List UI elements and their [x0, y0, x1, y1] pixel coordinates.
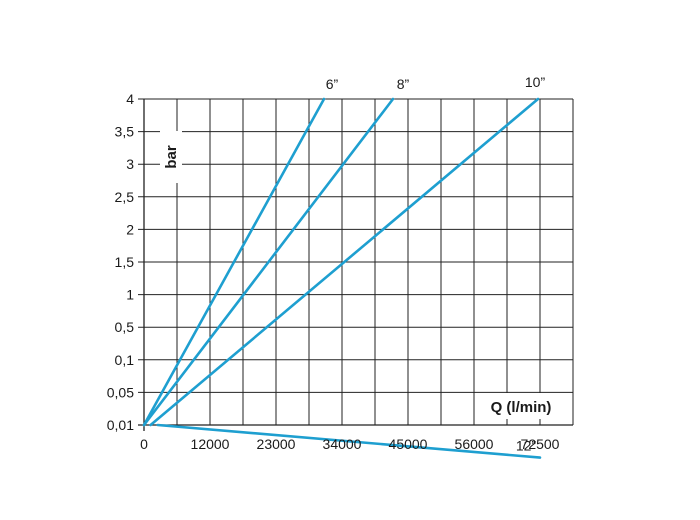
x-tick-label: 56000: [455, 436, 494, 452]
series-line: [142, 97, 326, 427]
y-tick-label: 0,5: [115, 319, 135, 335]
y-axis-title-background: [160, 131, 182, 183]
series-label: 12”: [516, 438, 537, 454]
y-tick-label: 3,5: [115, 124, 135, 140]
series-line: [149, 97, 540, 427]
x-axis-ticks: 0 12000 23000 34000 45000 56000 72500: [140, 436, 560, 452]
y-tick-label: 0,01: [107, 417, 134, 433]
x-tick-label: 45000: [389, 436, 428, 452]
series-labels: 6” 8” 10” 12”: [326, 74, 546, 454]
x-tick-label: 23000: [257, 436, 296, 452]
x-tick-label: 12000: [191, 436, 230, 452]
series-line: [156, 423, 542, 459]
y-tick-label: 1,5: [115, 254, 135, 270]
y-tick-label: 4: [126, 91, 134, 107]
y-tick-label: 0,1: [115, 352, 135, 368]
series-lines: [142, 97, 542, 459]
x-tick-label: 34000: [323, 436, 362, 452]
x-axis-title-background: [482, 393, 560, 419]
series-label: 10”: [525, 74, 546, 90]
y-tick-label: 0,05: [107, 384, 134, 400]
series-label: 6”: [326, 76, 339, 92]
y-axis-ticks: 0,01 0,05 0,1 0,5 1 1,5 2 2,5 3 3,5 4: [107, 91, 134, 433]
x-axis-title: Q (l/min): [491, 399, 552, 416]
y-tick-label: 3: [126, 156, 134, 172]
series-label: 8”: [397, 76, 410, 92]
x-tick-label: 72500: [521, 436, 560, 452]
y-tick-label: 2,5: [115, 189, 135, 205]
series-line: [142, 97, 395, 427]
x-tick-label: 0: [140, 436, 148, 452]
y-axis-title: bar: [163, 145, 180, 169]
y-tick-label: 2: [126, 221, 134, 237]
grid: [138, 98, 574, 431]
y-tick-label: 1: [126, 287, 134, 303]
